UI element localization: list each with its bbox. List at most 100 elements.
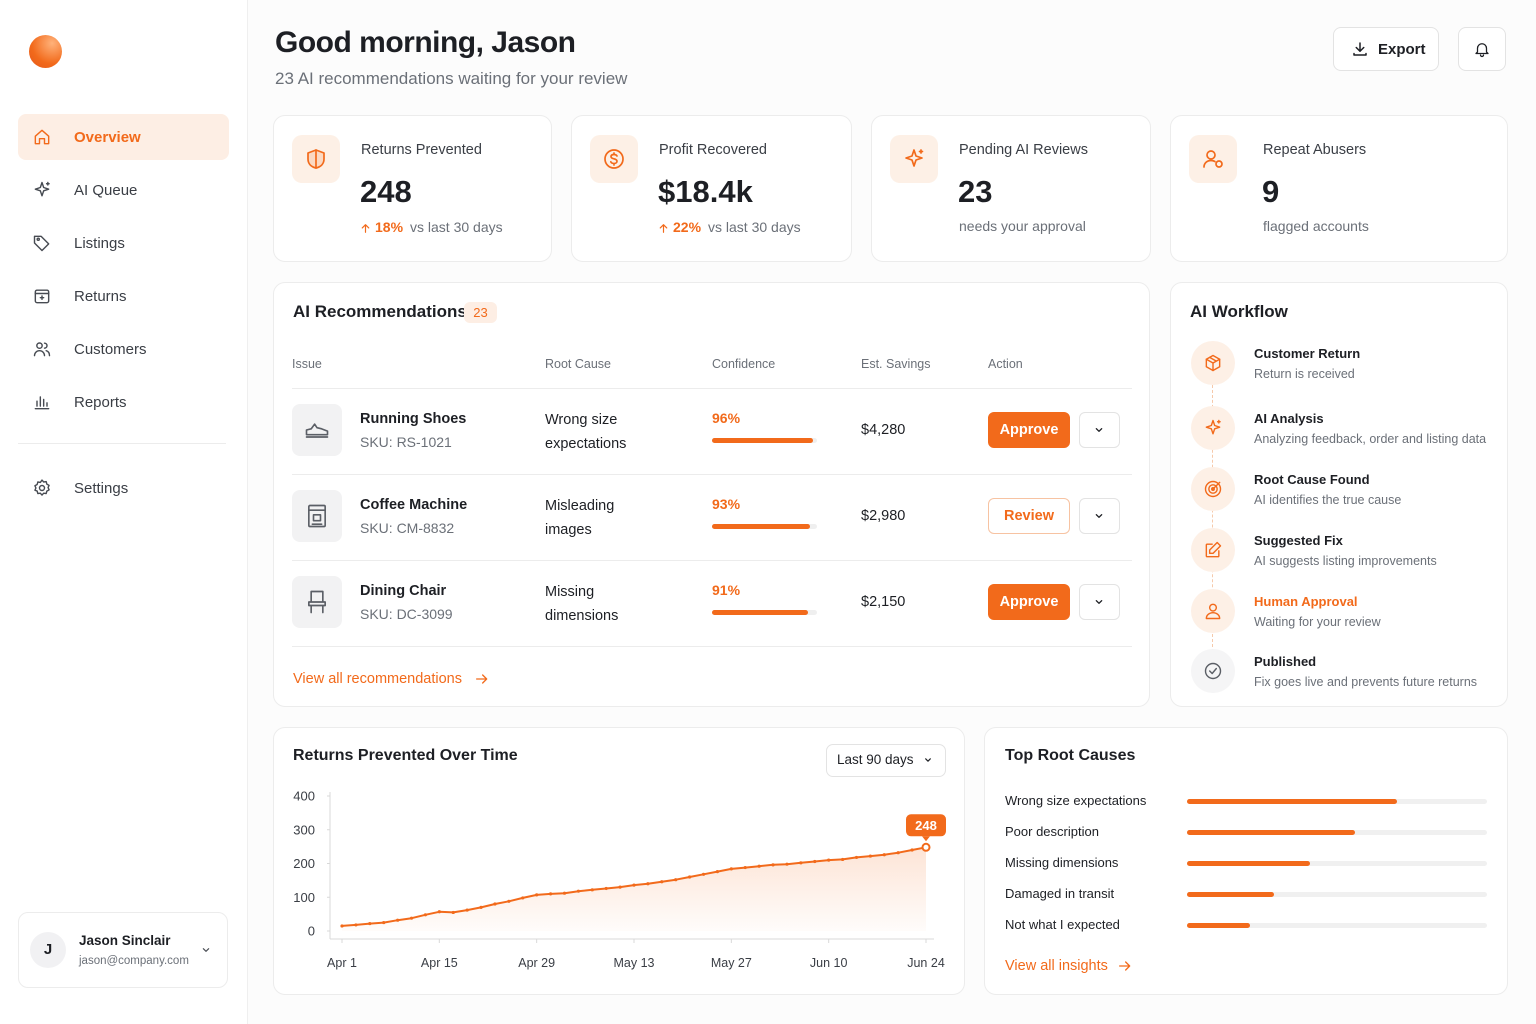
point (409, 916, 414, 920)
point (479, 905, 483, 909)
point (896, 851, 900, 855)
bar (1187, 829, 1355, 835)
icon-part (1119, 961, 1131, 971)
point (340, 924, 344, 928)
view-all-link[interactable]: View all recommendations (293, 670, 462, 687)
kpi-icon-bg (890, 135, 938, 183)
action-button[interactable]: Review (988, 498, 1070, 534)
icon-part (1095, 600, 1103, 604)
point (701, 872, 706, 876)
action-button[interactable]: Approve (988, 412, 1070, 448)
step-icon (1205, 603, 1221, 620)
icon-part (33, 349, 46, 357)
product-name: Dining Chair (360, 582, 447, 599)
dropdown-chevron (925, 758, 931, 762)
point (646, 882, 650, 886)
view-all-link[interactable]: View all insights (1005, 957, 1108, 974)
notifications-button[interactable] (1458, 27, 1506, 71)
kpi-value: 9 (1262, 174, 1280, 210)
product-icon (308, 590, 326, 614)
nav-label: Reports (74, 393, 127, 411)
product-thumbnail (292, 404, 342, 456)
nav-label: Settings (74, 479, 129, 497)
kpi-note: needs your approval (959, 218, 1086, 235)
icon-part (38, 484, 46, 492)
kpi-up-icon (659, 223, 667, 233)
step-title: Published (1254, 653, 1317, 669)
action-button[interactable]: Approve (988, 584, 1070, 620)
confidence-bar (712, 438, 813, 443)
point (743, 865, 747, 870)
workflow-connector (1212, 380, 1213, 652)
user-name: Jason Sinclair (79, 932, 171, 948)
kpi-icon (1203, 150, 1223, 168)
point (827, 858, 831, 862)
link-arrow (476, 674, 488, 684)
point (465, 908, 469, 912)
icon-part (609, 152, 618, 166)
chart-title: Returns Prevented Over Time (293, 746, 518, 764)
estimated-savings: $2,150 (861, 593, 906, 610)
icon-part (1353, 42, 1367, 56)
step-description: AI identifies the true cause (1254, 493, 1402, 508)
cause-label: Damaged in transit (1005, 885, 1115, 901)
point (354, 923, 358, 927)
cause-label: Wrong size expectations (1005, 792, 1147, 808)
user-card[interactable] (18, 912, 228, 988)
step-icon (1205, 354, 1221, 372)
root-cause: Missing dimensions (545, 584, 619, 624)
point (493, 902, 497, 906)
point (562, 891, 567, 895)
step-title: Suggested Fix (1254, 532, 1343, 548)
nav-label: Customers (74, 340, 147, 358)
page-title: Good morning, Jason (275, 26, 576, 59)
point (590, 888, 594, 892)
icon-part (1204, 662, 1222, 680)
icon-part (1479, 54, 1485, 58)
icon-part (1095, 514, 1103, 518)
icon-part (308, 509, 326, 525)
icon-part (1203, 159, 1216, 168)
nav-label: Returns (74, 287, 127, 305)
nav-icon (34, 289, 50, 304)
nav-icon (33, 342, 51, 357)
point (757, 864, 761, 868)
icon-part (308, 590, 326, 614)
step-icon-bg (1191, 406, 1235, 450)
product-name: Coffee Machine (360, 496, 468, 513)
y-tick-label: 0 (308, 924, 315, 939)
kpi-label: Pending AI Reviews (959, 141, 1088, 158)
icon-part (36, 237, 41, 242)
bar (1187, 891, 1274, 897)
icon-part (659, 223, 667, 233)
step-icon (1204, 662, 1222, 680)
point (854, 855, 859, 860)
nav-icon (33, 235, 50, 252)
step-title: Customer Return (1254, 345, 1361, 361)
product-icon (308, 504, 326, 528)
icon-part (905, 149, 923, 167)
y-tick-label: 200 (293, 856, 315, 871)
row-divider (292, 560, 1132, 561)
range-dropdown[interactable] (826, 744, 946, 777)
x-tick-label: May 13 (614, 956, 655, 970)
point (715, 870, 720, 874)
row-divider (292, 388, 1132, 389)
kpi-note: flagged accounts (1263, 218, 1369, 235)
confidence-bar (712, 610, 808, 615)
export-button[interactable] (1333, 27, 1439, 71)
y-tick-label: 300 (293, 822, 315, 837)
count-badge: 23 (464, 302, 497, 323)
icon-part (918, 149, 924, 154)
product-sku: SKU: CM-8832 (360, 520, 455, 537)
icon-part (45, 181, 50, 186)
kpi-note: vs last 30 days (708, 219, 801, 236)
avatar: J (30, 932, 66, 968)
icon-part (1095, 428, 1103, 432)
point (921, 842, 931, 852)
link-arrow (1119, 961, 1131, 971)
confidence-bar (712, 524, 810, 529)
column-header: Est. Savings (861, 357, 931, 372)
icon-part (1212, 481, 1221, 490)
step-icon (1205, 541, 1222, 558)
